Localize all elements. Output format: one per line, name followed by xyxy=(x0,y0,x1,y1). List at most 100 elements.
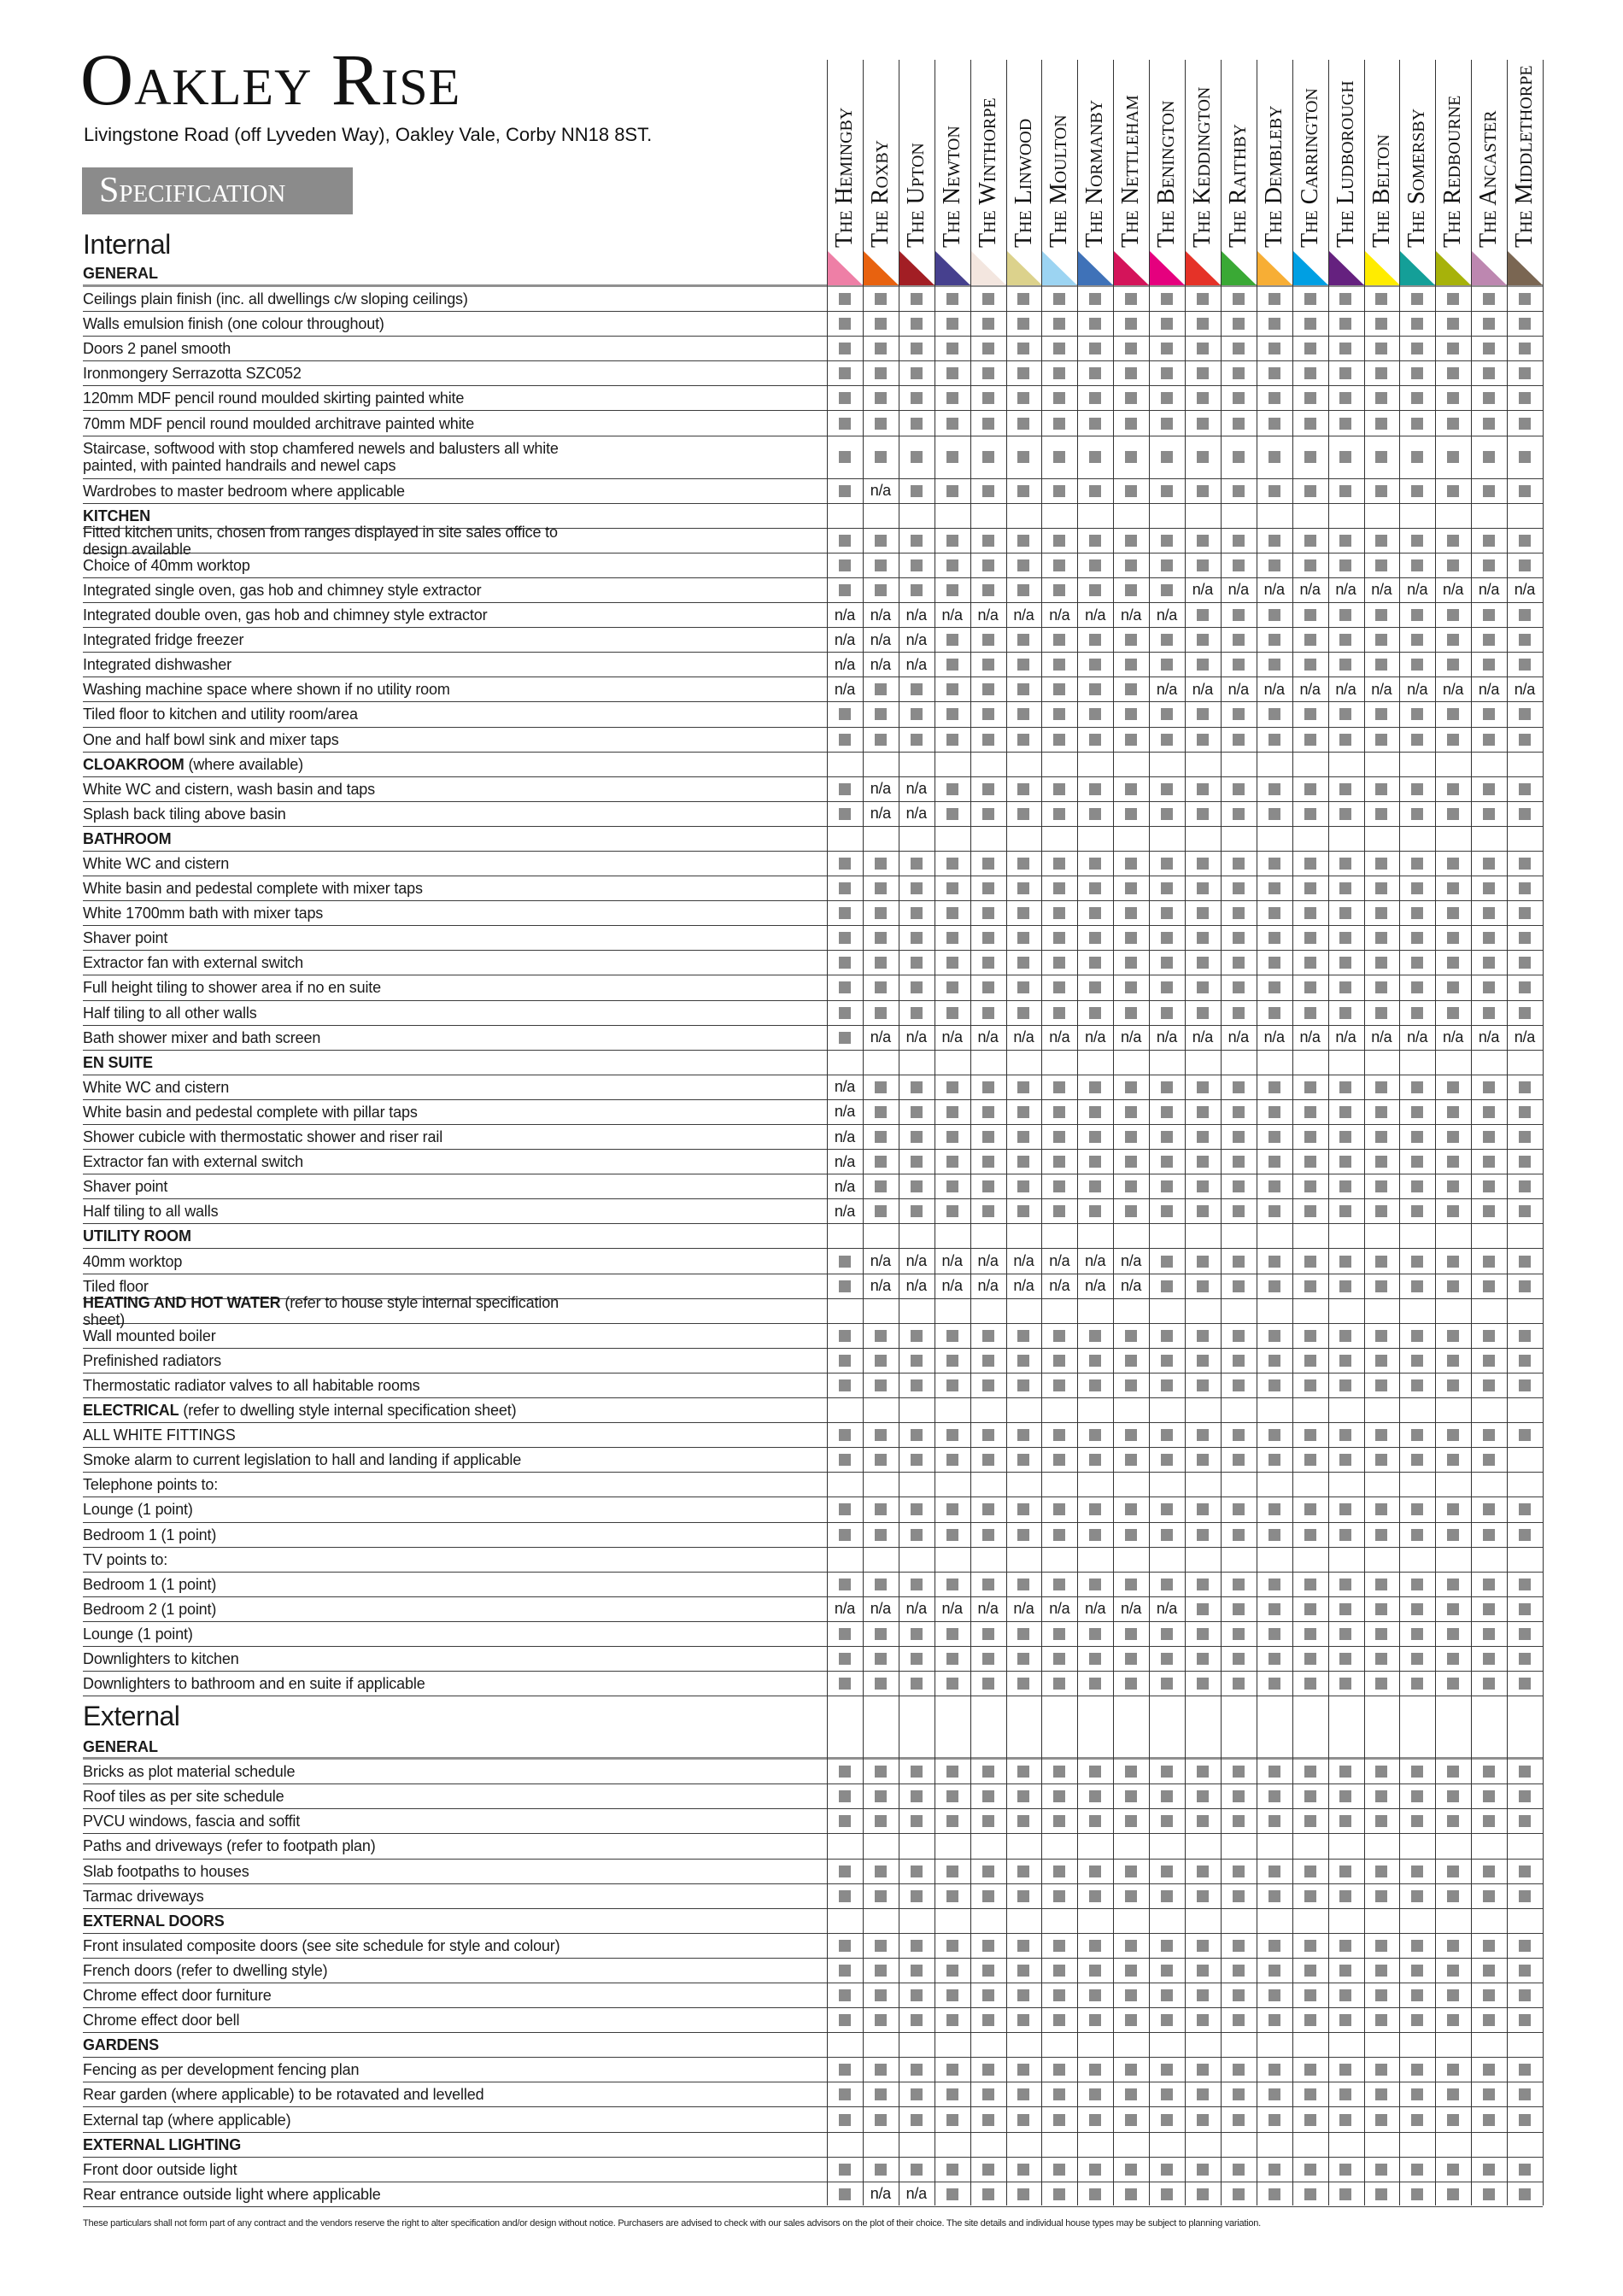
table-cell xyxy=(1041,1909,1077,1933)
included-mark xyxy=(910,2163,923,2176)
table-cell xyxy=(1471,1299,1507,1323)
included-mark xyxy=(1125,1379,1138,1391)
included-mark xyxy=(1339,1205,1352,1218)
table-cell xyxy=(1292,1647,1328,1671)
included-mark xyxy=(838,2188,851,2200)
table-cell xyxy=(1113,1672,1149,1696)
included-mark xyxy=(1125,484,1138,497)
group-heading: GARDENS xyxy=(83,2036,827,2053)
included-mark xyxy=(1196,1790,1209,1803)
table-cell xyxy=(1005,1548,1041,1572)
table-cell xyxy=(1077,1934,1113,1958)
table-cell: n/a xyxy=(1113,1026,1149,1050)
table-cell xyxy=(1363,2033,1399,2057)
table-cell xyxy=(1149,876,1185,900)
table-cell xyxy=(863,1548,899,1572)
not-applicable-text: n/a xyxy=(977,1252,999,1270)
table-cell xyxy=(1149,975,1185,999)
table-cell xyxy=(899,1573,935,1596)
table-cell xyxy=(1435,1934,1471,1958)
house-type-color-swatch xyxy=(1507,250,1544,285)
table-cell xyxy=(1113,578,1149,602)
table-cell xyxy=(1292,926,1328,950)
table-cell: n/a xyxy=(970,603,1006,627)
included-mark xyxy=(1017,1156,1030,1168)
table-cell: n/a xyxy=(863,1597,899,1621)
table-cell xyxy=(1471,1274,1507,1298)
table-cell xyxy=(1399,1672,1435,1696)
row-cells xyxy=(827,1809,1543,1833)
included-mark xyxy=(1268,392,1280,405)
row-cells xyxy=(827,1573,1543,1596)
included-mark xyxy=(1411,1354,1424,1367)
table-cell xyxy=(1005,1199,1041,1223)
included-mark xyxy=(1160,1627,1173,1640)
table-cell xyxy=(1435,802,1471,826)
included-mark xyxy=(1375,293,1388,306)
included-mark xyxy=(1518,1180,1531,1193)
table-cell xyxy=(1399,1299,1435,1323)
table-cell xyxy=(970,479,1006,503)
table-cell xyxy=(1185,1473,1221,1496)
table-cell xyxy=(1221,2033,1257,2057)
included-mark xyxy=(1125,1766,1138,1778)
table-cell xyxy=(1292,1523,1328,1547)
table-cell xyxy=(1113,1150,1149,1174)
table-cell xyxy=(1507,554,1543,577)
table-cell xyxy=(863,827,899,851)
included-mark xyxy=(1196,392,1209,405)
included-mark xyxy=(981,2163,994,2176)
house-type-color-swatch xyxy=(934,250,970,285)
included-mark xyxy=(1411,2188,1424,2200)
table-cell: n/a xyxy=(1077,1597,1113,1621)
table-cell: n/a xyxy=(1399,1026,1435,1050)
table-cell xyxy=(1471,1150,1507,1174)
included-mark xyxy=(1125,1156,1138,1168)
included-mark xyxy=(1053,2188,1066,2200)
included-mark xyxy=(1160,1678,1173,1690)
table-cell xyxy=(1399,337,1435,360)
table-cell xyxy=(1507,901,1543,925)
table-cell xyxy=(1005,951,1041,975)
table-cell xyxy=(899,1884,935,1908)
table-cell xyxy=(1435,951,1471,975)
included-mark xyxy=(1411,981,1424,994)
table-cell xyxy=(899,1349,935,1373)
table-cell xyxy=(1507,529,1543,553)
table-cell: n/a xyxy=(1399,677,1435,701)
not-applicable-text: n/a xyxy=(905,1028,927,1046)
column-divider xyxy=(1113,60,1115,2205)
included-mark xyxy=(1089,1865,1102,1877)
table-cell xyxy=(1327,702,1363,726)
included-mark xyxy=(1339,807,1352,820)
table-cell xyxy=(1185,1274,1221,1298)
included-mark xyxy=(1196,1503,1209,1516)
table-cell xyxy=(1257,1051,1292,1075)
house-type-name: The Redbourne xyxy=(1439,95,1467,248)
included-mark xyxy=(1518,1528,1531,1541)
table-cell xyxy=(1363,1423,1399,1447)
table-cell xyxy=(1041,479,1077,503)
included-mark xyxy=(1232,2064,1245,2076)
table-cell xyxy=(1041,2107,1077,2131)
row-cells xyxy=(827,1622,1543,1646)
included-mark xyxy=(1304,1081,1316,1093)
included-mark xyxy=(874,708,887,721)
included-mark xyxy=(1232,634,1245,647)
table-cell xyxy=(1292,361,1328,385)
included-mark xyxy=(1304,1578,1316,1590)
included-mark xyxy=(1232,1205,1245,1218)
included-mark xyxy=(1304,1865,1316,1877)
table-cell xyxy=(1149,1100,1185,1124)
table-cell xyxy=(863,901,899,925)
included-mark xyxy=(910,367,923,380)
not-applicable-text: n/a xyxy=(1443,581,1464,599)
table-cell xyxy=(899,1125,935,1149)
row-label: Bedroom 2 (1 point) xyxy=(83,1600,217,1618)
not-applicable-text: n/a xyxy=(1299,680,1321,698)
table-cell xyxy=(1005,2082,1041,2106)
included-mark xyxy=(981,2188,994,2200)
table-cell xyxy=(1113,436,1149,478)
table-cell: n/a xyxy=(899,1274,935,1298)
included-mark xyxy=(838,2163,851,2176)
